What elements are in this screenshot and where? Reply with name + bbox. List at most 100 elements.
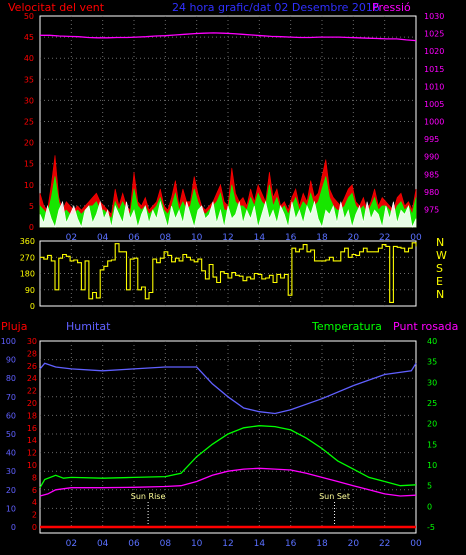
rain-tick-label: 20 [27, 399, 37, 408]
right-tick-label: 1030 [424, 12, 444, 21]
temp-tick-label: -5 [427, 523, 435, 532]
right-tick-label: 1015 [424, 65, 444, 74]
x-tick-label: 00 [410, 233, 422, 243]
right-tick-label: 1000 [424, 118, 444, 127]
right-tick-label: 990 [424, 153, 439, 162]
direction-tick-label: 360 [20, 237, 35, 246]
x-tick-label: 08 [160, 233, 172, 243]
humidity-tick-label: 10 [6, 504, 16, 513]
x-tick-label: 04 [97, 233, 109, 243]
rain-tick-label: 10 [27, 461, 37, 470]
left-tick-label: 15 [24, 160, 34, 169]
temp-tick-label: 30 [427, 378, 437, 387]
rain-tick-label: 0 [32, 523, 37, 532]
humidity-tick-label: 100 [1, 337, 16, 346]
legend-temperature: Temperatura [311, 320, 382, 333]
right-axis-label-pressure: Pressió [372, 1, 411, 14]
right-tick-label: 1020 [424, 47, 444, 56]
humidity-tick-label: 50 [6, 430, 16, 439]
temp-tick-label: 25 [427, 399, 437, 408]
left-tick-label: 0 [29, 223, 34, 232]
rain-tick-label: 8 [32, 473, 37, 482]
compass-label: S [436, 262, 443, 275]
temp-tick-label: 10 [427, 461, 437, 470]
rain-tick-label: 12 [27, 449, 37, 458]
temp-tick-label: 0 [427, 502, 432, 511]
rain-tick-label: 6 [32, 486, 37, 495]
left-tick-label: 45 [24, 33, 34, 42]
left-tick-label: 40 [24, 54, 34, 63]
compass-label: W [436, 249, 447, 262]
rain-tick-label: 22 [27, 387, 37, 396]
left-tick-label: 5 [29, 202, 34, 211]
x-tick-label: 16 [285, 539, 297, 549]
humidity-tick-label: 20 [6, 486, 16, 495]
right-tick-label: 975 [424, 205, 439, 214]
humidity-tick-label: 0 [11, 523, 16, 532]
x-tick-label: 20 [348, 539, 360, 549]
legend-dewpoint: Punt rosada [393, 320, 458, 333]
rain-tick-label: 4 [32, 498, 37, 507]
humidity-tick-label: 40 [6, 449, 16, 458]
x-tick-label: 04 [97, 539, 109, 549]
temperatura-line [39, 425, 417, 489]
rain-tick-label: 30 [27, 337, 37, 346]
compass-label: N [436, 236, 444, 249]
humidity-tick-label: 70 [6, 393, 16, 402]
direction-tick-label: 180 [20, 270, 35, 279]
compass-label: E [436, 275, 443, 288]
x-tick-label: 14 [254, 233, 266, 243]
legend-rain: Pluja [1, 320, 27, 333]
rain-tick-label: 26 [27, 362, 37, 371]
left-tick-label: 35 [24, 75, 34, 84]
sun-marker-label: Sun Set [319, 492, 350, 501]
compass-label: N [436, 288, 444, 301]
x-tick-label: 02 [66, 539, 77, 549]
rain-tick-label: 18 [27, 411, 37, 420]
x-tick-label: 22 [379, 539, 390, 549]
x-tick-label: 10 [191, 233, 203, 243]
rain-tick-label: 24 [27, 374, 37, 383]
humidity-tick-label: 60 [6, 411, 16, 420]
direction-tick-label: 0 [30, 302, 35, 311]
rain-tick-label: 2 [32, 511, 37, 520]
x-tick-label: 18 [316, 233, 328, 243]
left-tick-label: 30 [24, 96, 34, 105]
x-tick-label: 08 [160, 539, 172, 549]
direction-tick-label: 90 [25, 286, 35, 295]
right-tick-label: 1010 [424, 82, 444, 91]
humidity-tick-label: 30 [6, 467, 16, 476]
x-tick-label: 12 [222, 539, 233, 549]
humidity-tick-label: 80 [6, 374, 16, 383]
x-tick-label: 06 [128, 233, 140, 243]
x-tick-label: 14 [254, 539, 266, 549]
left-tick-label: 20 [24, 139, 34, 148]
x-tick-label: 06 [128, 539, 140, 549]
right-tick-label: 980 [424, 188, 439, 197]
right-tick-label: 985 [424, 170, 439, 179]
x-tick-label: 10 [191, 539, 203, 549]
wind-speed-area [39, 200, 417, 229]
temp-tick-label: 15 [427, 440, 437, 449]
x-tick-label: 22 [379, 233, 390, 243]
left-tick-label: 50 [24, 12, 34, 21]
punt-rosada-line [39, 467, 417, 497]
x-tick-label: 02 [66, 233, 77, 243]
temp-tick-label: 5 [427, 482, 432, 491]
rain-tick-label: 16 [27, 424, 37, 433]
x-tick-label: 00 [410, 539, 422, 549]
x-tick-label: 12 [222, 233, 233, 243]
right-tick-label: 1025 [424, 30, 444, 39]
temp-tick-label: 20 [427, 420, 437, 429]
legend-humidity: Humitat [66, 320, 111, 333]
right-tick-label: 1005 [424, 100, 444, 109]
pressure-line [40, 32, 417, 42]
temp-tick-label: 35 [427, 358, 437, 367]
direction-line [40, 242, 417, 303]
x-tick-label: 20 [348, 233, 360, 243]
x-tick-label: 16 [285, 233, 297, 243]
humitat-line [39, 362, 417, 415]
left-axis-label-wind: Velocitat del vent [8, 1, 105, 14]
x-tick-label: 18 [316, 539, 328, 549]
